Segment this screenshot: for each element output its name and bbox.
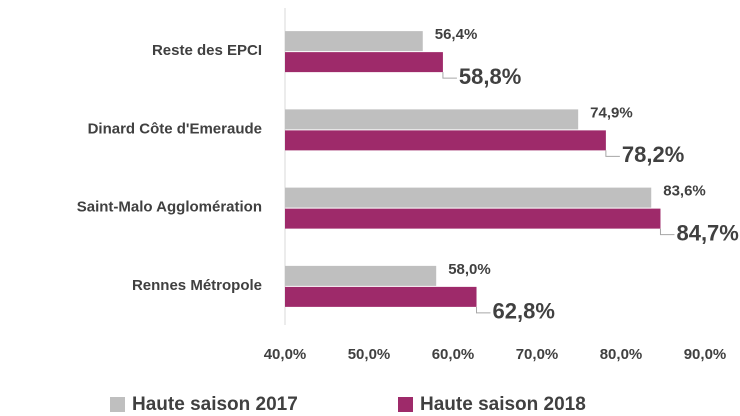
legend-label: Haute saison 2017 [132, 394, 298, 415]
bar [285, 130, 606, 151]
legend-swatch [398, 397, 413, 412]
leader-line [476, 306, 491, 314]
value-label: 56,4% [435, 26, 478, 43]
value-label: 58,0% [448, 261, 491, 278]
leader-line [659, 228, 675, 236]
bar [285, 265, 437, 286]
legend-swatch [110, 397, 125, 412]
value-label: 74,9% [590, 104, 633, 121]
leader-line [442, 72, 457, 79]
category-label: Saint-Malo Agglomération [77, 199, 262, 216]
x-tick-label: 40,0% [264, 346, 307, 363]
category-label: Rennes Métropole [132, 277, 262, 294]
x-tick-label: 90,0% [684, 346, 727, 363]
bar [285, 52, 443, 73]
value-label: 78,2% [622, 142, 684, 167]
bar [285, 187, 652, 208]
value-label: 84,7% [676, 220, 738, 245]
x-tick-label: 50,0% [348, 346, 391, 363]
x-tick-label: 70,0% [516, 346, 559, 363]
bar [285, 208, 661, 229]
legend-label: Haute saison 2018 [420, 394, 586, 415]
bar [285, 109, 579, 130]
leader-line [605, 150, 620, 157]
bar [285, 286, 477, 307]
bar [285, 31, 423, 52]
x-tick-label: 60,0% [432, 346, 475, 363]
category-label: Dinard Côte d'Emeraude [88, 120, 262, 137]
value-label: 83,6% [663, 183, 706, 200]
x-tick-label: 80,0% [600, 346, 643, 363]
category-label: Reste des EPCI [152, 42, 262, 59]
value-label: 58,8% [459, 64, 521, 89]
value-label: 62,8% [493, 299, 555, 324]
